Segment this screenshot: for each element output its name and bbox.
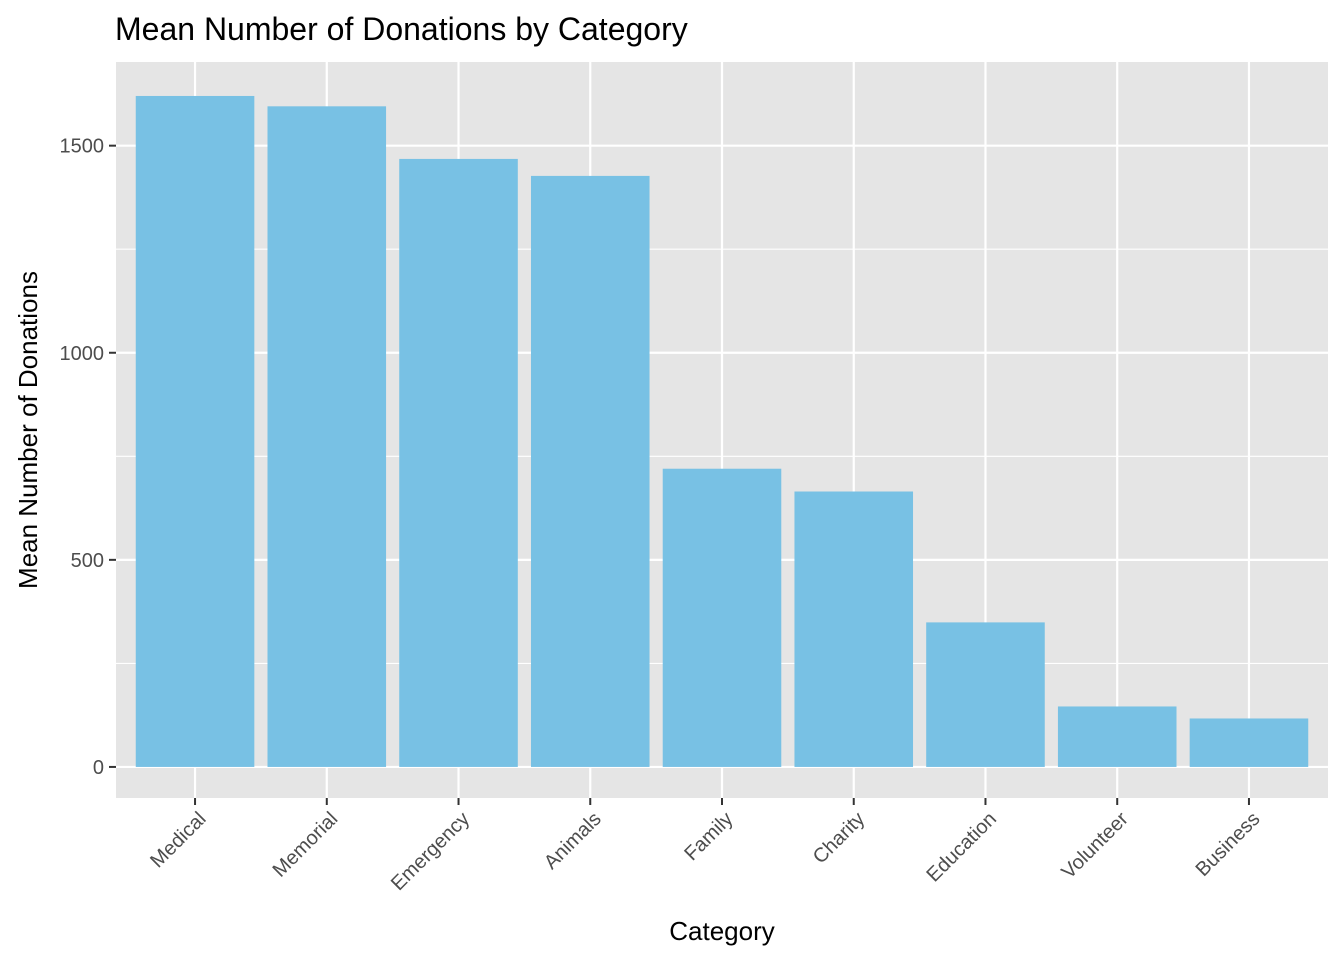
y-tick-label: 0 bbox=[93, 757, 104, 779]
bar-medical bbox=[135, 95, 255, 767]
y-tick-label: 1000 bbox=[60, 343, 105, 365]
y-axis-title: Mean Number of Donations bbox=[13, 271, 43, 589]
bar-charity bbox=[794, 491, 914, 767]
y-axis: 0 500 1000 1500 bbox=[60, 136, 116, 779]
x-tick-label: Charity bbox=[809, 808, 869, 868]
y-tick-label: 500 bbox=[71, 550, 104, 572]
x-tick-label: Business bbox=[1192, 808, 1265, 881]
bar-family bbox=[662, 468, 782, 767]
bars bbox=[135, 95, 1309, 767]
bar-animals bbox=[530, 175, 650, 767]
x-tick-label: Medical bbox=[146, 808, 210, 872]
x-tick-label: Emergency bbox=[387, 808, 474, 895]
y-tick-label: 1500 bbox=[60, 136, 105, 158]
x-tick-label: Volunteer bbox=[1057, 808, 1133, 884]
chart-title: Mean Number of Donations by Category bbox=[115, 11, 688, 47]
bar-emergency bbox=[399, 158, 518, 767]
x-axis: Medical Memorial Emergency Animals Family Cha… bbox=[146, 798, 1264, 895]
x-axis-title: Category bbox=[669, 916, 775, 946]
x-tick-label: Animals bbox=[540, 808, 606, 874]
bar-memorial bbox=[267, 106, 387, 767]
x-tick-label: Memorial bbox=[269, 808, 343, 882]
bar-business bbox=[1189, 718, 1309, 767]
x-tick-label: Education bbox=[923, 808, 1001, 886]
bar-volunteer bbox=[1057, 706, 1177, 767]
bar-education bbox=[926, 622, 1045, 767]
x-tick-label: Family bbox=[680, 808, 737, 865]
